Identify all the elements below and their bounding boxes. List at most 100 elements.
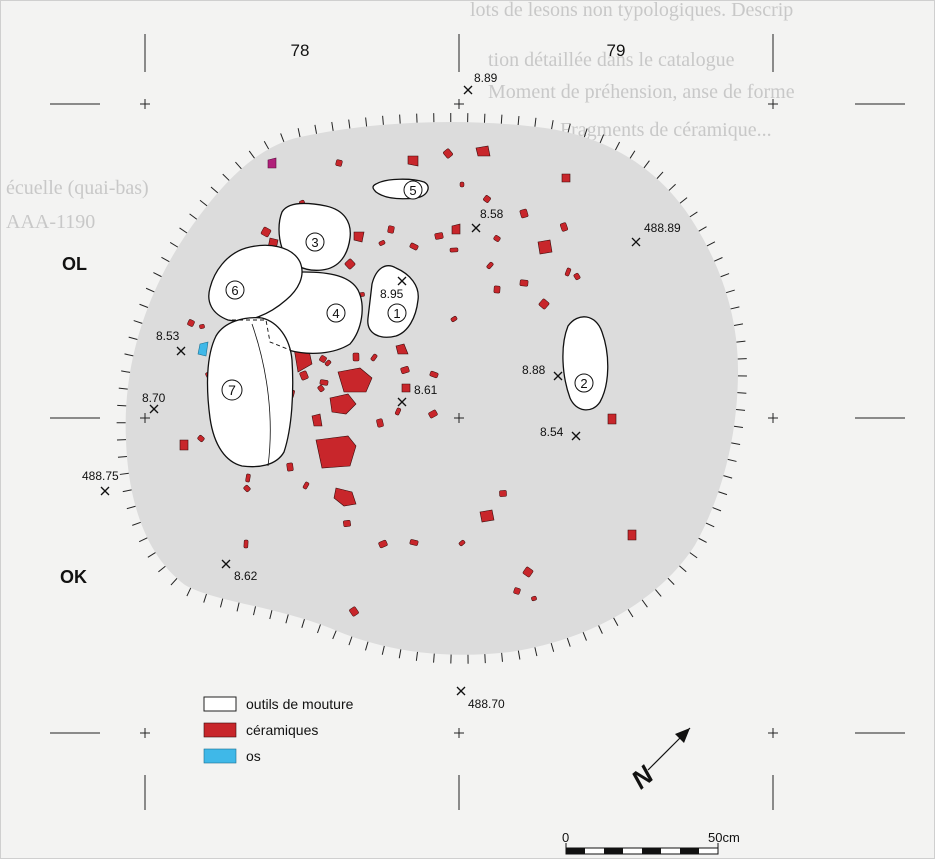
ceramic-fragment <box>199 324 205 329</box>
pit-edge-tick <box>236 602 240 612</box>
stone-number-7: 7 <box>221 379 243 401</box>
pit-edge-tick <box>269 610 273 620</box>
pit-edge-tick <box>415 651 418 661</box>
column-label-78: 78 <box>291 41 310 60</box>
ceramic-fragment <box>378 240 386 246</box>
ceramic-fragment <box>243 484 251 493</box>
pit-edge-tick <box>186 587 192 597</box>
pit-edge-tick <box>138 537 148 543</box>
point-8-62: 8.62 <box>221 559 258 583</box>
grinding-stone-6 <box>208 244 303 322</box>
point-8-70: 8.70 <box>142 391 166 414</box>
ceramic-fragment <box>352 352 360 362</box>
svg-text:8.53: 8.53 <box>156 329 180 343</box>
ceramic-fragment <box>513 587 521 595</box>
point-8-58: 8.58 <box>471 207 504 233</box>
pit-edge-tick <box>641 599 648 608</box>
pit-edge-tick <box>689 211 698 218</box>
pit-edge-tick <box>714 257 723 262</box>
pit-edge-tick <box>199 199 208 207</box>
pit-edge-tick <box>301 619 305 628</box>
bg-line-5: écuelle (quai-bas) <box>6 177 149 199</box>
pit-edge-tick <box>118 387 128 390</box>
ceramic-fragment <box>429 370 439 379</box>
bg-line-2: tion détaillée dans le catalogue <box>488 49 735 71</box>
pit-edge-tick <box>126 505 136 510</box>
pit-edge-tick <box>147 552 156 558</box>
ceramic-fragment <box>299 370 309 381</box>
pit-edge-tick <box>222 173 230 181</box>
ceramic-fragment <box>394 407 402 416</box>
svg-text:os: os <box>246 748 261 764</box>
north-arrow-icon: N <box>625 727 691 795</box>
svg-text:3: 3 <box>311 235 318 250</box>
pit-edge-tick <box>297 128 301 138</box>
ceramic-fragment <box>335 159 343 167</box>
pit-edge-tick <box>124 353 134 357</box>
ceramic-fragment <box>564 267 572 277</box>
ceramic-fragment <box>560 222 568 232</box>
ceramic-fragment <box>401 383 411 393</box>
purple-find <box>267 157 277 169</box>
stone-7-edge-line <box>251 323 271 467</box>
pit-edge-tick <box>317 624 321 634</box>
ceramic-fragment <box>344 258 356 270</box>
stone-number-6: 6 <box>225 280 245 300</box>
svg-text:8.88: 8.88 <box>522 363 546 377</box>
svg-text:8.58: 8.58 <box>480 207 504 221</box>
svg-text:488.75: 488.75 <box>82 469 119 483</box>
svg-text:5: 5 <box>409 183 416 198</box>
legend: outils de mouture céramiques os <box>203 696 354 764</box>
ceramic-fragment <box>458 539 466 547</box>
grinding-stone-2 <box>562 316 609 411</box>
pit-edge-tick <box>689 552 698 559</box>
ceramic-fragment <box>443 148 453 159</box>
pit-edge-tick <box>534 117 537 127</box>
ceramic-fragment <box>243 539 249 549</box>
ceramic-fragment <box>187 319 195 327</box>
pit-edge-tick <box>331 121 334 131</box>
scale-bar: 0 50cm <box>562 830 740 855</box>
pit-edge-tick <box>551 120 554 130</box>
ceramic-fragment <box>607 413 617 425</box>
pit-edge-tick <box>730 306 740 310</box>
pit-edge-tick <box>723 475 733 479</box>
pit-edge-tick <box>679 565 687 573</box>
survey-points: 8.89 8.58 488.89 8.95 8.53 8.88 8.70 8. <box>82 71 681 711</box>
ceramic-fragment <box>343 519 351 528</box>
ceramic-fragment <box>499 490 507 497</box>
grinding-stones <box>206 178 609 468</box>
ceramic-fragment <box>522 566 534 578</box>
pit-edge-tick <box>382 115 384 125</box>
pit-edge-tick <box>698 537 707 543</box>
bg-line-1: lots de lesons non typologiques. Descrip <box>470 0 793 21</box>
point-8-89: 8.89 <box>463 71 498 95</box>
svg-text:céramiques: céramiques <box>246 722 318 738</box>
column-label-79: 79 <box>607 41 626 60</box>
pit-edge-tick <box>566 637 571 647</box>
pit-edge-tick <box>736 340 746 343</box>
grid-crosses <box>50 34 905 810</box>
stone-number-2: 2 <box>574 373 594 393</box>
scale-start-label: 0 <box>562 830 569 845</box>
grid-plus <box>140 99 778 738</box>
pit-edge-tick <box>733 323 744 326</box>
ceramic-fragment <box>627 529 637 541</box>
ceramic-fragment <box>197 435 205 442</box>
point-8-95: 8.95 <box>380 276 407 301</box>
ceramic-fragment <box>459 181 465 188</box>
svg-text:7: 7 <box>228 382 236 398</box>
pit-edge-tick <box>117 455 127 458</box>
ceramic-fragment <box>311 413 323 427</box>
pit-edge-tick <box>698 226 707 232</box>
ceramic-fragment <box>378 539 388 549</box>
pit-edge-tick <box>712 507 722 512</box>
svg-text:8.89: 8.89 <box>474 71 498 85</box>
pit-edge-tick <box>517 650 521 660</box>
pit-edge-tick <box>169 241 179 248</box>
ceramic-fragment <box>475 145 491 157</box>
pit-edge-tick <box>364 641 369 651</box>
svg-text:6: 6 <box>231 283 238 298</box>
svg-text:488.89: 488.89 <box>644 221 681 235</box>
ceramic-fragment <box>407 155 419 167</box>
